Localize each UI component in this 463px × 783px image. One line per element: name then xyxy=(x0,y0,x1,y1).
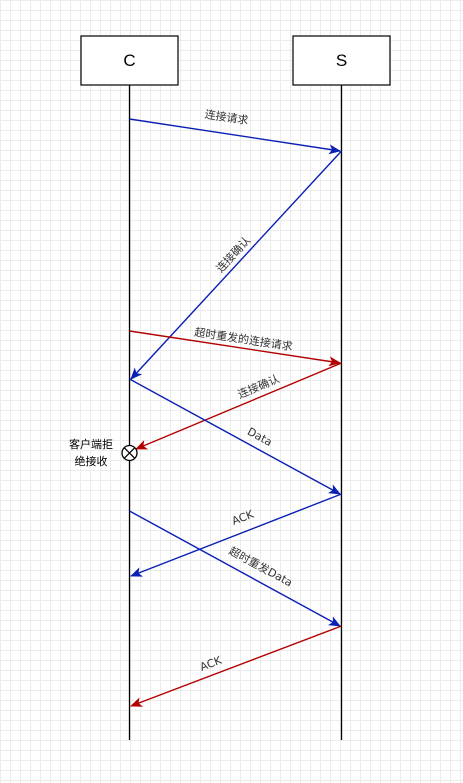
reject-note-line2: 绝接收 xyxy=(75,454,108,468)
reject-icon xyxy=(122,446,137,461)
label-ack-2: ACK xyxy=(198,653,224,673)
label-resend-connect-request: 超时重发的连接请求 xyxy=(194,325,294,354)
msg-data xyxy=(130,379,341,494)
msg-resend-data xyxy=(130,511,341,626)
msg-ack-1 xyxy=(131,494,342,576)
participant-server: S xyxy=(293,36,390,85)
label-data: Data xyxy=(245,425,274,449)
reject-note-line1: 客户端拒 xyxy=(69,437,113,451)
participant-client: C xyxy=(81,36,178,85)
label-connect-request: 连接请求 xyxy=(204,108,249,127)
msg-ack-2 xyxy=(131,626,342,706)
participant-server-label: S xyxy=(336,51,347,70)
label-connect-confirm-2: 连接确认 xyxy=(236,372,282,401)
msg-connect-confirm-2 xyxy=(136,363,342,449)
participant-client-label: C xyxy=(123,51,135,70)
label-ack-1: ACK xyxy=(230,507,256,527)
